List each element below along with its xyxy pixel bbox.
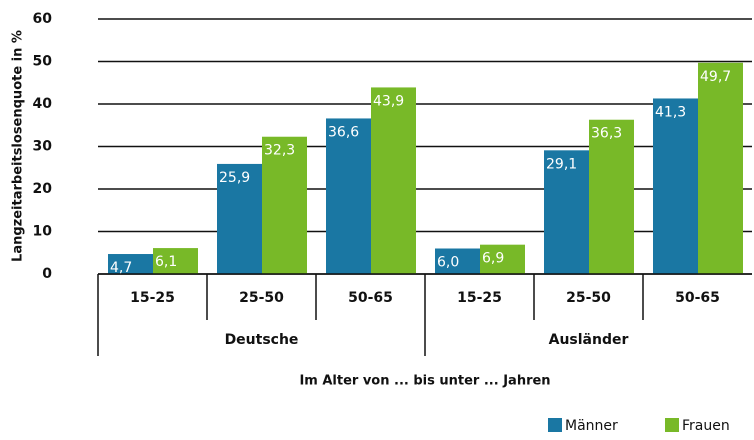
y-axis-title: Langzeitarbeitslosenquote in % xyxy=(11,30,26,262)
bar xyxy=(217,163,262,274)
x-tick-label: 25-50 xyxy=(239,290,284,306)
value-label: 6,9 xyxy=(482,251,504,267)
bar xyxy=(589,119,634,274)
value-label: 6,1 xyxy=(155,254,177,270)
bar xyxy=(653,98,698,274)
legend-label: Männer xyxy=(565,418,618,434)
bar xyxy=(326,118,371,274)
x-axis-title: Im Alter von ... bis unter ... Jahren xyxy=(299,374,550,389)
value-label: 43,9 xyxy=(373,93,404,109)
bar xyxy=(371,87,416,274)
y-tick-label: 30 xyxy=(33,139,53,155)
bar xyxy=(108,254,153,274)
value-label: 49,7 xyxy=(700,69,731,85)
y-tick-label: 60 xyxy=(33,11,53,27)
x-tick-label: 50-65 xyxy=(348,290,393,306)
value-label: 29,1 xyxy=(546,156,577,172)
group-label: Deutsche xyxy=(225,332,299,348)
value-label: 6,0 xyxy=(437,255,459,271)
y-tick-label: 20 xyxy=(33,181,53,197)
group-label: Ausländer xyxy=(549,332,629,348)
value-label: 32,3 xyxy=(264,143,295,159)
bar xyxy=(544,150,589,274)
bar xyxy=(435,248,480,274)
y-tick-label: 50 xyxy=(33,54,53,70)
bar xyxy=(480,244,525,274)
legend-label: Frauen xyxy=(682,418,730,434)
x-tick-label: 15-25 xyxy=(457,290,502,306)
x-tick-label: 25-50 xyxy=(566,290,611,306)
value-label: 4,7 xyxy=(110,260,132,276)
x-tick-label: 50-65 xyxy=(675,290,720,306)
value-label: 41,3 xyxy=(655,104,686,120)
y-tick-label: 0 xyxy=(42,266,52,282)
value-label: 25,9 xyxy=(219,170,250,186)
y-tick-label: 10 xyxy=(33,224,53,240)
legend-swatch xyxy=(548,418,562,432)
x-tick-label: 15-25 xyxy=(130,290,175,306)
bar xyxy=(262,136,307,274)
value-label: 36,3 xyxy=(591,126,622,142)
value-label: 36,6 xyxy=(328,124,359,140)
y-tick-label: 40 xyxy=(33,96,53,112)
bar xyxy=(698,62,743,275)
legend-swatch xyxy=(665,418,679,432)
bar xyxy=(153,248,198,274)
